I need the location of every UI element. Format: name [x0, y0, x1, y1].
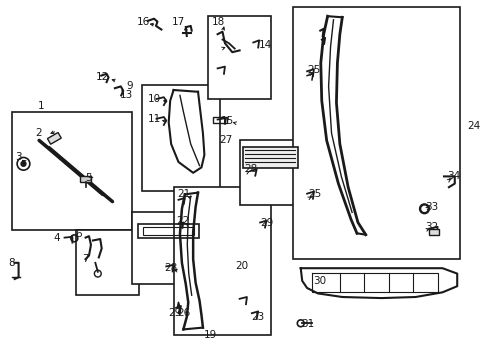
Text: 25: 25: [307, 189, 321, 199]
Text: 31: 31: [300, 319, 313, 329]
Bar: [80, 176, 91, 182]
Circle shape: [421, 206, 426, 211]
Text: 33: 33: [425, 202, 438, 212]
Bar: [293, 7, 459, 259]
Circle shape: [21, 161, 26, 166]
Bar: [173, 187, 271, 335]
Text: 16: 16: [137, 17, 150, 27]
Text: 27: 27: [219, 135, 232, 145]
Text: 8: 8: [8, 258, 15, 268]
Text: 22: 22: [176, 216, 189, 226]
Text: 32: 32: [425, 222, 438, 232]
Text: 10: 10: [148, 94, 161, 104]
Text: 7: 7: [82, 254, 89, 264]
Text: 14: 14: [259, 40, 272, 50]
Bar: [239, 140, 303, 205]
Text: 26: 26: [176, 308, 190, 318]
Bar: [243, 147, 297, 168]
Text: 25: 25: [306, 65, 320, 75]
Bar: [76, 230, 139, 295]
Text: 28: 28: [244, 164, 257, 174]
Text: 20: 20: [235, 261, 248, 271]
Text: 28: 28: [163, 263, 177, 273]
Bar: [428, 229, 438, 235]
Text: 12: 12: [95, 72, 108, 82]
Text: 11: 11: [148, 114, 161, 124]
Bar: [142, 85, 220, 191]
Text: 15: 15: [221, 116, 234, 126]
Bar: [207, 16, 271, 99]
Text: 17: 17: [171, 17, 185, 27]
Bar: [138, 224, 199, 238]
Text: 18: 18: [211, 17, 225, 27]
Text: 1: 1: [38, 101, 45, 111]
Bar: [12, 112, 132, 230]
Text: 9: 9: [126, 81, 133, 91]
Text: 29: 29: [168, 308, 182, 318]
Circle shape: [419, 204, 428, 214]
Bar: [212, 117, 227, 123]
Bar: [142, 227, 194, 235]
Text: 29: 29: [260, 218, 273, 228]
Text: 4: 4: [54, 233, 61, 243]
Text: 3: 3: [15, 152, 21, 162]
Text: 5: 5: [85, 173, 92, 183]
Text: 23: 23: [250, 312, 264, 322]
Text: 13: 13: [120, 90, 133, 100]
Text: 19: 19: [203, 330, 217, 340]
Text: 2: 2: [36, 128, 42, 138]
Text: 6: 6: [75, 229, 81, 239]
Text: 24: 24: [466, 121, 479, 131]
Text: 21: 21: [177, 189, 190, 199]
Bar: [132, 212, 205, 284]
Text: 34: 34: [447, 171, 460, 181]
Text: 30: 30: [312, 276, 325, 286]
Bar: [47, 132, 61, 144]
